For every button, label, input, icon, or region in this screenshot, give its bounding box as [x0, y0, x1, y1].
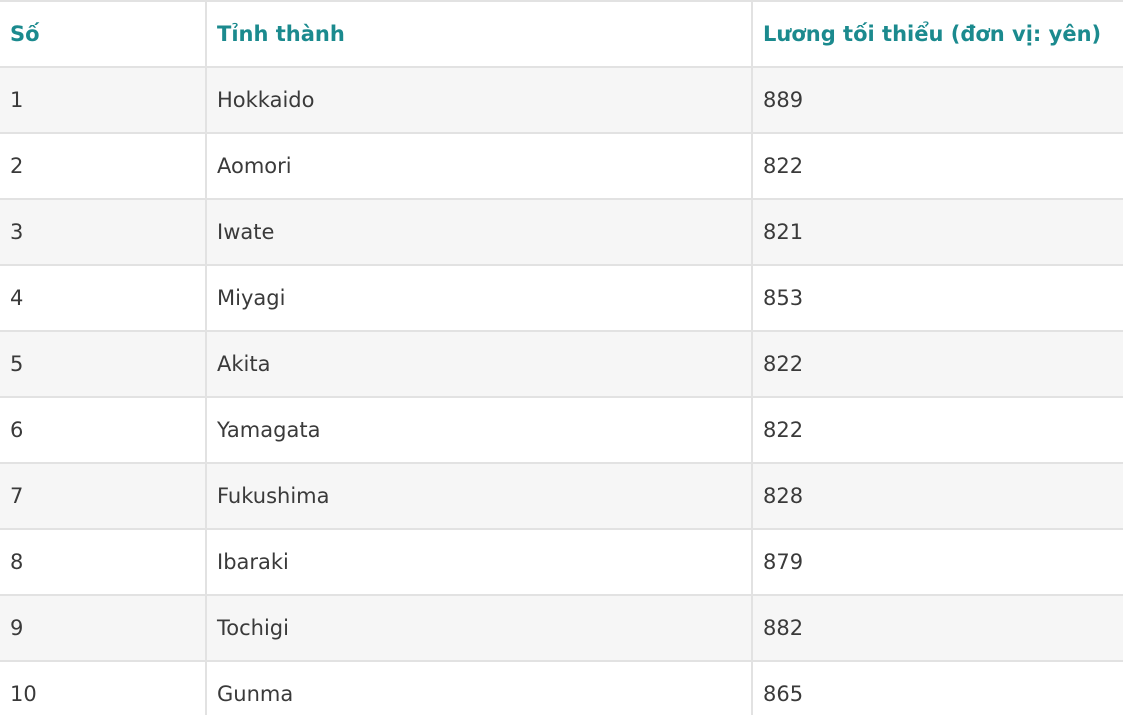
cell-number: 9 — [0, 594, 207, 661]
table-header-row: Số Tỉnh thành Lương tối thiểu (đơn vị: y… — [0, 0, 1123, 67]
cell-prefecture: Yamagata — [206, 396, 753, 463]
cell-wage: 822 — [752, 132, 1123, 199]
cell-wage: 865 — [752, 660, 1123, 715]
cell-prefecture: Miyagi — [206, 264, 753, 331]
cell-prefecture: Ibaraki — [206, 528, 753, 595]
table-row: 1 Hokkaido 889 — [0, 66, 1123, 133]
cell-wage: 853 — [752, 264, 1123, 331]
cell-number: 10 — [0, 660, 207, 715]
header-number: Số — [0, 0, 207, 67]
cell-prefecture: Iwate — [206, 198, 753, 265]
cell-number: 5 — [0, 330, 207, 397]
cell-wage: 828 — [752, 462, 1123, 529]
table-row: 2 Aomori 822 — [0, 132, 1123, 199]
table-row: 10 Gunma 865 — [0, 660, 1123, 715]
cell-number: 8 — [0, 528, 207, 595]
table-row: 4 Miyagi 853 — [0, 264, 1123, 331]
table-row: 6 Yamagata 822 — [0, 396, 1123, 463]
cell-number: 2 — [0, 132, 207, 199]
cell-wage: 822 — [752, 330, 1123, 397]
table-row: 3 Iwate 821 — [0, 198, 1123, 265]
table-row: 7 Fukushima 828 — [0, 462, 1123, 529]
cell-prefecture: Tochigi — [206, 594, 753, 661]
cell-prefecture: Fukushima — [206, 462, 753, 529]
cell-number: 3 — [0, 198, 207, 265]
header-minimum-wage: Lương tối thiểu (đơn vị: yên) — [752, 0, 1123, 67]
cell-wage: 889 — [752, 66, 1123, 133]
header-prefecture: Tỉnh thành — [206, 0, 753, 67]
cell-prefecture: Hokkaido — [206, 66, 753, 133]
cell-wage: 822 — [752, 396, 1123, 463]
table-row: 8 Ibaraki 879 — [0, 528, 1123, 595]
cell-prefecture: Aomori — [206, 132, 753, 199]
cell-number: 4 — [0, 264, 207, 331]
cell-number: 6 — [0, 396, 207, 463]
cell-prefecture: Gunma — [206, 660, 753, 715]
cell-wage: 882 — [752, 594, 1123, 661]
cell-wage: 879 — [752, 528, 1123, 595]
table-row: 9 Tochigi 882 — [0, 594, 1123, 661]
table-row: 5 Akita 822 — [0, 330, 1123, 397]
cell-number: 7 — [0, 462, 207, 529]
cell-wage: 821 — [752, 198, 1123, 265]
cell-prefecture: Akita — [206, 330, 753, 397]
cell-number: 1 — [0, 66, 207, 133]
